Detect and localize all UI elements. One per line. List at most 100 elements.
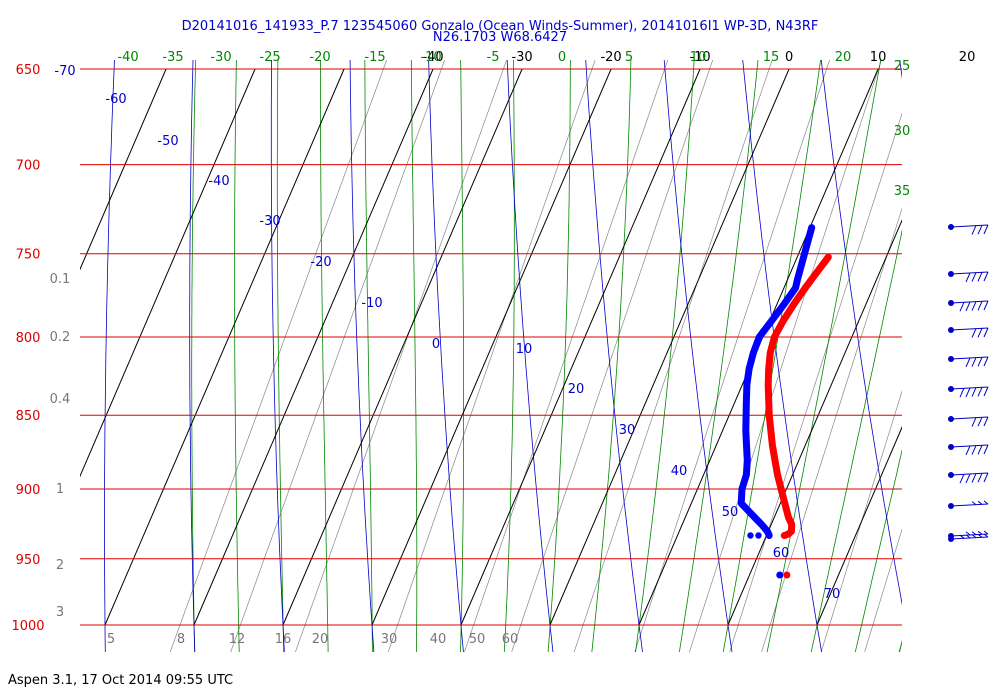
wind-barb-flag [977,417,983,427]
dry-adiabat-label: 70 [824,587,841,602]
wind-barb [948,356,989,368]
temperature-profile-point [814,267,822,274]
temperature-profile [764,253,832,539]
moist-adiabat-label: -25 [259,50,280,65]
dewpoint-profile-point [765,532,773,539]
mixing-ratio-bottom-label: 50 [469,632,486,647]
isotherm-line [104,68,345,626]
wind-barb-flag [965,445,971,456]
wind-barb-flag [959,473,965,484]
temperature-profile-point [774,471,781,478]
dry-adiabat-label: 40 [671,464,688,479]
wind-barb-station [948,327,954,333]
dry-adiabat-label: 50 [722,505,739,520]
temperature-profile-point [765,396,772,404]
mixing-ratio-line [761,207,902,652]
wind-barb-flag [965,473,971,484]
temperature-profile-point [777,485,785,493]
moist-adiabats [191,60,902,652]
moist-adiabat-label: 15 [763,50,780,65]
footer-version: Aspen 3.1, 17 Oct 2014 09:55 UTC [8,673,234,688]
moist-adiabat-line [635,60,695,652]
wind-barb-station [948,503,954,509]
dewpoint-point [747,532,754,539]
temperature-profile-point [766,349,774,357]
moist-adiabat-line [810,229,902,652]
wind-barb-flag [977,500,983,505]
dewpoint-profile-point [743,381,751,388]
wind-barb-flag [983,533,989,538]
isotherm-label: -20 [600,50,621,65]
isobars [80,68,902,626]
mixing-ratio-line [634,60,830,652]
mixing-ratio-left-label: 0.1 [50,272,71,287]
moist-adiabat-label: -40 [117,50,138,65]
dry-adiabat-line [899,60,902,80]
temperature-profile-point [766,412,773,419]
wind-barb-flag [983,327,989,338]
moist-adiabat-line [276,60,285,652]
mixing-ratio-line [169,60,388,652]
wind-barb-flag [971,445,977,455]
dry-adiabat-line [663,60,733,652]
mixing-ratio-line [230,60,446,652]
dewpoint-profile-point [758,521,765,528]
chart-subtitle: N26.1703 W68.6427 [432,30,568,45]
moist-adiabat-line [899,639,902,652]
pressure-label: 750 [16,248,41,263]
wind-barb-flag [977,328,983,338]
moist-adiabat-right-label: 30 [894,124,911,139]
temperature-profile-point [802,284,809,291]
isotherm-line [460,68,701,626]
wind-barb-flag [977,272,983,282]
mixing-ratio-line [898,640,902,652]
moist-adiabat-line [364,60,373,652]
wind-barb-flag [977,533,983,538]
mixing-ratio-left-label: 0.2 [50,330,71,345]
wind-barb-staff [950,416,989,420]
wind-barb [948,500,989,509]
wind-barb [948,386,989,398]
isotherm-line [816,426,902,626]
wind-barb-flag [977,445,983,455]
dewpoint-profile-point [742,427,750,434]
mixing-ratio-line [464,60,669,652]
dewpoint-profile-point [743,396,750,404]
wind-barb-flag [971,357,977,367]
wind-barb-flag [983,386,989,397]
dry-adiabat-label: 20 [568,382,585,397]
moist-adiabat-line [766,60,882,652]
moist-adiabat-label: -30 [210,50,231,65]
wind-barb-flag [977,357,983,367]
mixing-ratio-lines [169,60,902,652]
wind-barb-flag [971,417,977,427]
isotherm-line [80,68,256,478]
dewpoint-profile-point [768,317,775,324]
temperature-profile-point [765,381,772,388]
mixing-ratio-left-label: 0.4 [50,392,71,407]
pressure-label: 850 [16,409,41,424]
wind-barb-station [948,356,954,362]
wind-barb-flag [977,225,983,235]
isotherm-label: -40 [422,50,443,65]
wind-barb-station [948,536,954,542]
temperature-profile-point [781,532,788,539]
pressure-label: 700 [16,159,41,174]
moist-adiabat-label: 0 [558,50,566,65]
wind-barb-flag [971,225,977,235]
isotherm-line [0,69,77,625]
wind-barb-flag [971,272,977,282]
dewpoint-profile-point [794,276,801,283]
dry-adiabat-label: -60 [105,92,126,107]
moist-adiabat-line [320,60,329,652]
temperature-profile-point [788,521,795,528]
mixing-ratio-left-label: 2 [56,558,64,573]
isotherm-label: 20 [959,50,976,65]
moist-adiabat-label: 20 [835,50,852,65]
wind-barb [948,472,989,484]
isotherm-line [727,219,902,626]
wind-barb-flag [983,356,989,367]
wind-barb-station [948,416,954,422]
dewpoint-profile-point [745,365,753,373]
mixing-ratio-line [387,60,596,652]
